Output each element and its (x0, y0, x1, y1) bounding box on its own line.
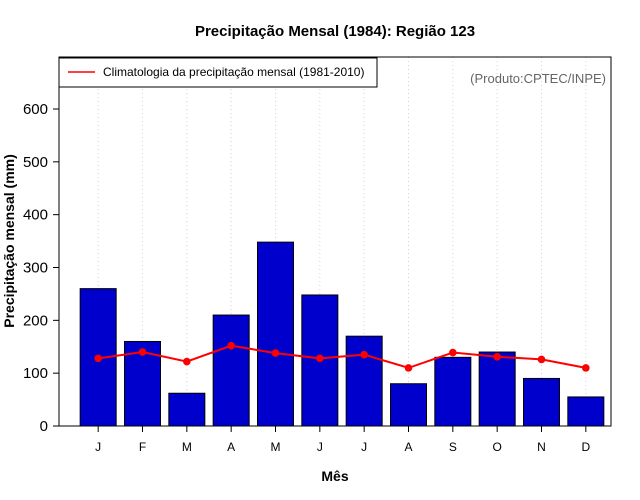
legend: Climatologia da precipitação mensal (198… (58, 57, 378, 88)
x-tick-label: O (492, 440, 501, 454)
climatology-point (360, 350, 368, 359)
climatology-line-series (94, 341, 590, 372)
x-axis-title: Mês (321, 468, 348, 484)
y-tick-label: 100 (23, 365, 48, 382)
x-tick-label: F (139, 440, 146, 454)
climatology-point (227, 341, 235, 350)
climatology-point (537, 355, 546, 364)
x-tick-label: J (317, 440, 323, 454)
chart-title: Precipitação Mensal (1984): Região 123 (195, 23, 475, 40)
bar (345, 335, 383, 427)
x-tick-label: M (271, 440, 281, 454)
x-tick-label: J (95, 440, 101, 454)
y-axis-title: Precipitação mensal (mm) (1, 154, 17, 328)
climatology-point (582, 364, 590, 372)
y-tick-label: 200 (23, 312, 48, 329)
x-tick-label: A (404, 440, 412, 454)
bar (523, 377, 560, 427)
bar-series (79, 241, 605, 427)
legend-label: Climatologia da precipitação mensal (198… (103, 65, 364, 79)
climatology-point (271, 349, 280, 357)
x-tick-label: N (537, 440, 546, 454)
climatology-point (138, 348, 147, 356)
x-tick-label: A (227, 440, 235, 454)
x-tick-label: D (581, 440, 590, 454)
vertical-grid (97, 57, 587, 426)
climatology-point (493, 352, 501, 361)
bar (301, 294, 339, 427)
y-tick-label: 400 (23, 207, 48, 224)
y-axis: 0 100 200 300 400 500 600 (23, 101, 59, 435)
climatology-point (183, 357, 191, 366)
climatology-point (94, 354, 102, 363)
y-tick-label: 500 (23, 154, 48, 171)
bar (212, 314, 250, 427)
climatology-point (449, 348, 457, 357)
y-tick-label: 600 (23, 101, 48, 118)
x-tick-label: S (449, 440, 457, 454)
bar (567, 396, 605, 427)
climatology-point (404, 364, 413, 372)
climatology-point (316, 354, 324, 363)
bar (390, 383, 427, 427)
bar (168, 392, 206, 427)
credit-text: (Produto:CPTEC/INPE) (470, 71, 606, 86)
climatology-line (98, 344, 587, 369)
plot-frame (58, 56, 612, 427)
x-tick-label: M (182, 440, 192, 454)
y-tick-label: 0 (40, 418, 48, 435)
bar (478, 351, 516, 427)
x-tick-label: J (361, 440, 367, 454)
y-tick-label: 300 (23, 260, 48, 277)
legend-box (58, 57, 378, 88)
bar (434, 356, 472, 427)
bar (257, 241, 294, 427)
